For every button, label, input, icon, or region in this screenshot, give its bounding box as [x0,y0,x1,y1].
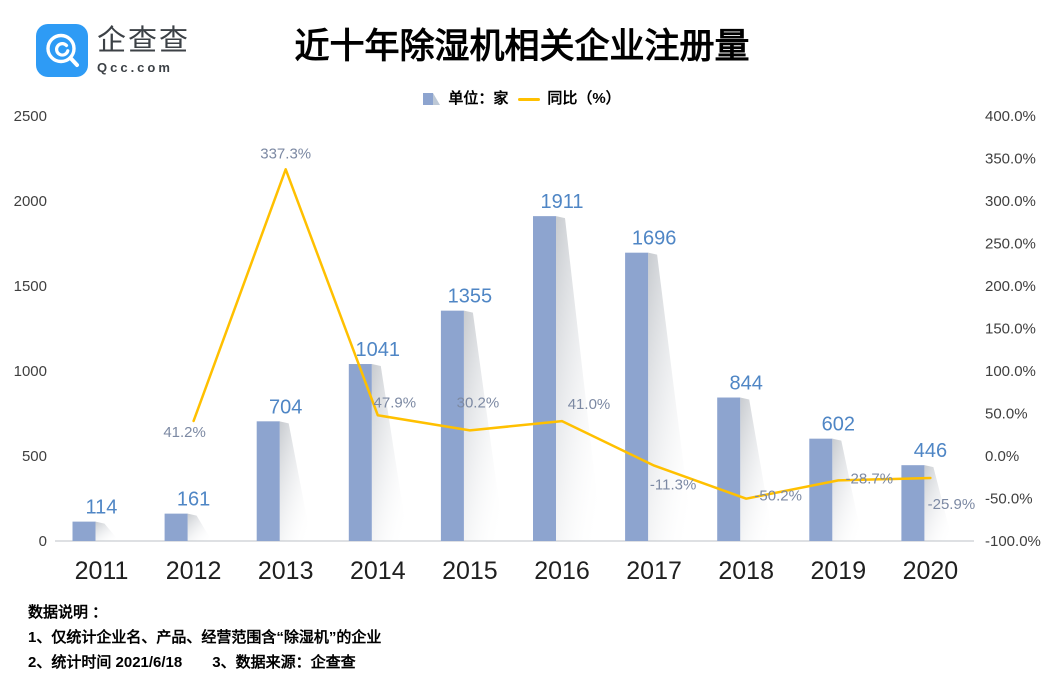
legend-line-entry: 同比（%） [518,90,621,108]
x-tick-2019: 2019 [810,557,866,585]
x-tick-2011: 2011 [75,557,129,585]
qcc-logo: 企查查 Qcc.com [36,24,190,77]
bar-2018 [717,397,741,541]
chart-legend: 单位：家 同比（%） [0,88,1044,110]
bar-shadow [371,364,408,541]
bar-shadow [924,465,953,541]
growth-label: 41.2% [163,424,206,441]
x-tick-2017: 2017 [626,557,682,585]
growth-label: -11.3% [650,477,696,494]
growth-label: 337.3% [260,145,311,162]
bar-value-label: 844 [730,373,763,395]
right-axis-tick: 150.0% [985,321,1036,338]
bar-2019 [809,438,833,541]
right-axis-tick: 50.0% [985,406,1028,423]
right-axis-tick: 0.0% [985,448,1019,465]
bar-value-label: 704 [269,396,302,418]
qcc-logo-icon [36,24,88,77]
bar-2017 [625,252,649,541]
data-notes-line3: 2、统计时间 2021/6/18 3、数据来源：企查查 [28,654,356,671]
data-notes-line2: 1、仅统计企业名、产品、经营范围含“除湿机”的企业 [28,629,382,646]
growth-line [192,168,932,500]
bar-swatch-icon [423,93,441,105]
x-tick-2016: 2016 [534,557,590,585]
bar-2015 [440,310,464,541]
right-axis-tick: 100.0% [985,363,1036,380]
legend-line-label: 同比（%） [547,90,621,107]
bar-shadow [187,513,212,541]
bar-value-label: 602 [822,414,855,436]
bar-shadow [95,521,120,541]
left-axis-tick: 0 [39,533,47,550]
x-tick-2012: 2012 [166,557,222,585]
bar-2020 [901,465,925,541]
x-tick-2015: 2015 [442,557,498,585]
x-tick-2020: 2020 [903,557,959,585]
bar-value-label: 1041 [356,339,401,361]
bar-2011 [72,521,96,541]
growth-label: 41.0% [568,396,611,413]
right-axis-tick: -50.0% [985,491,1033,508]
bar-shadow [832,438,863,541]
bar-value-label: 1696 [632,228,677,250]
bar-value-label: 1355 [448,286,493,308]
bar-value-label: 446 [914,440,947,462]
left-axis-tick: 1500 [14,278,47,295]
x-tick-2013: 2013 [258,557,314,585]
bar-shadow [556,216,602,541]
right-axis-tick: 200.0% [985,278,1036,295]
bar-2013 [256,421,280,541]
right-axis-tick: 400.0% [985,108,1036,125]
bar-value-label: 114 [86,497,118,519]
bar-value-label: 161 [177,489,210,511]
bar-shadow [279,421,312,541]
bar-shadow [648,252,694,541]
right-axis-tick: 350.0% [985,151,1036,168]
qcc-logo-name: 企查查 [97,25,191,57]
qcc-logo-domain: Qcc.com [97,60,173,75]
growth-label: -25.9% [928,496,976,513]
page-title: 近十年除湿机相关企业注册量 [294,27,750,66]
growth-label: -50.2% [754,488,802,505]
x-tick-2014: 2014 [350,557,406,585]
legend-bar-entry: 单位：家 [423,90,508,108]
right-axis-tick: -100.0% [985,533,1041,550]
left-axis-tick: 500 [22,448,47,465]
growth-label: 30.2% [457,394,500,411]
data-notes: 数据说明 ： 1、仅统计企业名、产品、经营范围含“除湿机”的企业 2、统计时间 … [28,600,381,675]
bar-shadow [463,310,505,541]
bar-2014 [348,364,372,541]
right-axis-tick: 250.0% [985,236,1036,253]
bar-2016 [533,216,556,541]
line-swatch-icon [518,97,541,101]
legend-bar-label: 单位：家 [448,90,509,107]
left-axis-tick: 2000 [14,193,47,210]
data-notes-line1: 数据说明 ： [28,604,108,621]
bar-value-label: 1911 [540,191,583,213]
right-axis-tick: 300.0% [985,193,1036,210]
x-tick-2018: 2018 [718,557,774,585]
left-axis-tick: 2500 [14,108,47,125]
bar-shadow [740,397,774,541]
left-axis-tick: 1000 [14,363,47,380]
growth-label: 47.9% [374,394,417,411]
growth-label: -28.7% [846,470,894,487]
bar-2012 [164,513,188,541]
